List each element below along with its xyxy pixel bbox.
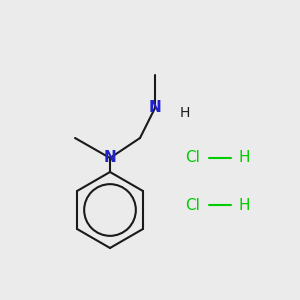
Text: H: H [238,197,250,212]
Text: N: N [148,100,161,116]
Text: N: N [103,151,116,166]
Text: Cl: Cl [185,197,200,212]
Text: H: H [180,106,190,120]
Text: H: H [238,151,250,166]
Text: Cl: Cl [185,151,200,166]
